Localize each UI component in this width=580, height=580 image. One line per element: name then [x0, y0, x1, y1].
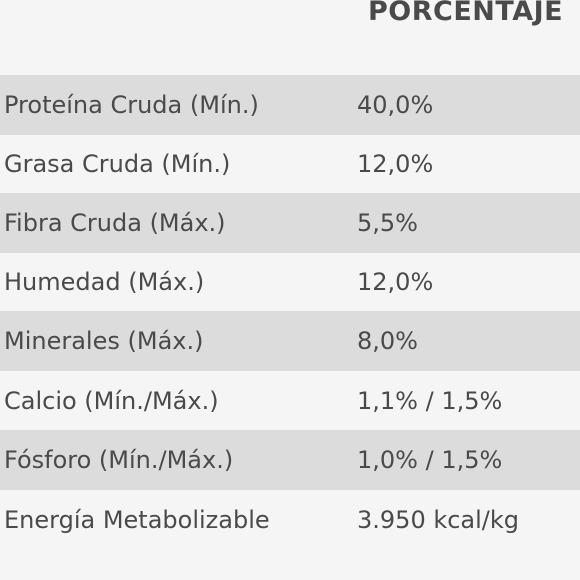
nutrient-label: Fósforo (Mín./Máx.)	[4, 446, 234, 474]
nutrient-value: 12,0%	[357, 150, 434, 178]
table-row: Grasa Cruda (Mín.) 12,0%	[0, 135, 580, 193]
nutrition-table-body: Proteína Cruda (Mín.) 40,0% Grasa Cruda …	[0, 75, 580, 550]
nutrient-label: Proteína Cruda (Mín.)	[4, 91, 259, 119]
nutrient-label: Grasa Cruda (Mín.)	[4, 150, 231, 178]
nutrient-value: 5,5%	[357, 209, 418, 237]
table-row: Fibra Cruda (Máx.) 5,5%	[0, 193, 580, 253]
nutrient-value: 12,0%	[357, 268, 434, 296]
table-row: Energía Metabolizable 3.950 kcal/kg	[0, 490, 580, 550]
nutrient-value: 3.950 kcal/kg	[357, 506, 520, 534]
nutrient-label: Calcio (Mín./Máx.)	[4, 386, 219, 415]
table-row: Fósforo (Mín./Máx.) 1,0% / 1,5%	[0, 430, 580, 490]
table-header: PORCENTAJE	[0, 0, 580, 58]
nutrient-label: Fibra Cruda (Máx.)	[4, 209, 226, 237]
table-row: Proteína Cruda (Mín.) 40,0%	[0, 75, 580, 135]
percentage-column-header: PORCENTAJE	[368, 0, 564, 27]
nutrient-label: Energía Metabolizable	[4, 506, 270, 534]
table-row: Humedad (Máx.) 12,0%	[0, 253, 580, 311]
nutrient-value: 40,0%	[357, 91, 434, 119]
table-row: Minerales (Máx.) 8,0%	[0, 311, 580, 371]
nutrient-label: Minerales (Máx.)	[4, 327, 204, 355]
table-row: Calcio (Mín./Máx.) 1,1% / 1,5%	[0, 371, 580, 430]
nutrient-value: 8,0%	[357, 327, 418, 355]
nutrient-value: 1,1% / 1,5%	[357, 386, 503, 415]
nutrient-value: 1,0% / 1,5%	[357, 446, 503, 474]
nutrient-label: Humedad (Máx.)	[4, 268, 205, 296]
